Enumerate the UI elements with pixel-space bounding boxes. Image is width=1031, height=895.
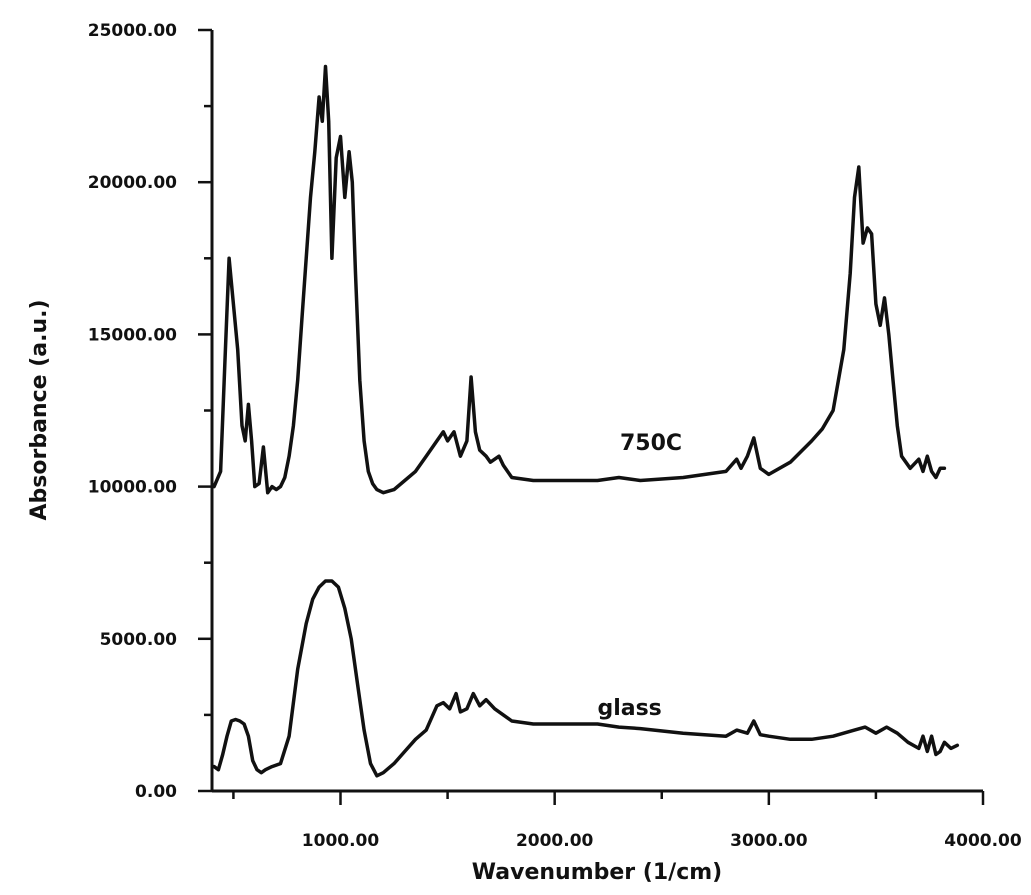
x-axis-title: Wavenumber (1/cm) xyxy=(472,860,722,885)
y-tick-label: 5000.00 xyxy=(100,630,178,650)
tick-layer xyxy=(198,28,985,805)
y-tick-label: 25000.00 xyxy=(88,21,177,41)
y-tick-label: 15000.00 xyxy=(88,325,177,345)
series-label-750c: 750C xyxy=(620,431,682,456)
series-line-750c xyxy=(212,64,947,495)
x-tick-label: 1000.00 xyxy=(302,831,380,851)
series-line-glass xyxy=(212,579,960,778)
x-tick-label: 4000.00 xyxy=(944,831,1022,851)
x-tick-label: 2000.00 xyxy=(516,831,594,851)
x-tick-label: 3000.00 xyxy=(730,831,808,851)
label-layer: 1000.00 2000.00 3000.00 4000.00 0.00 5000.00 1… xyxy=(88,21,1022,851)
y-axis-title: Absorbance (a.u.) xyxy=(27,299,52,520)
y-tick-label: 0.00 xyxy=(135,782,177,802)
series-layer xyxy=(212,64,960,778)
y-tick-label: 10000.00 xyxy=(88,478,177,498)
y-tick-label: 20000.00 xyxy=(88,173,177,193)
series-label-glass: glass xyxy=(597,696,661,721)
